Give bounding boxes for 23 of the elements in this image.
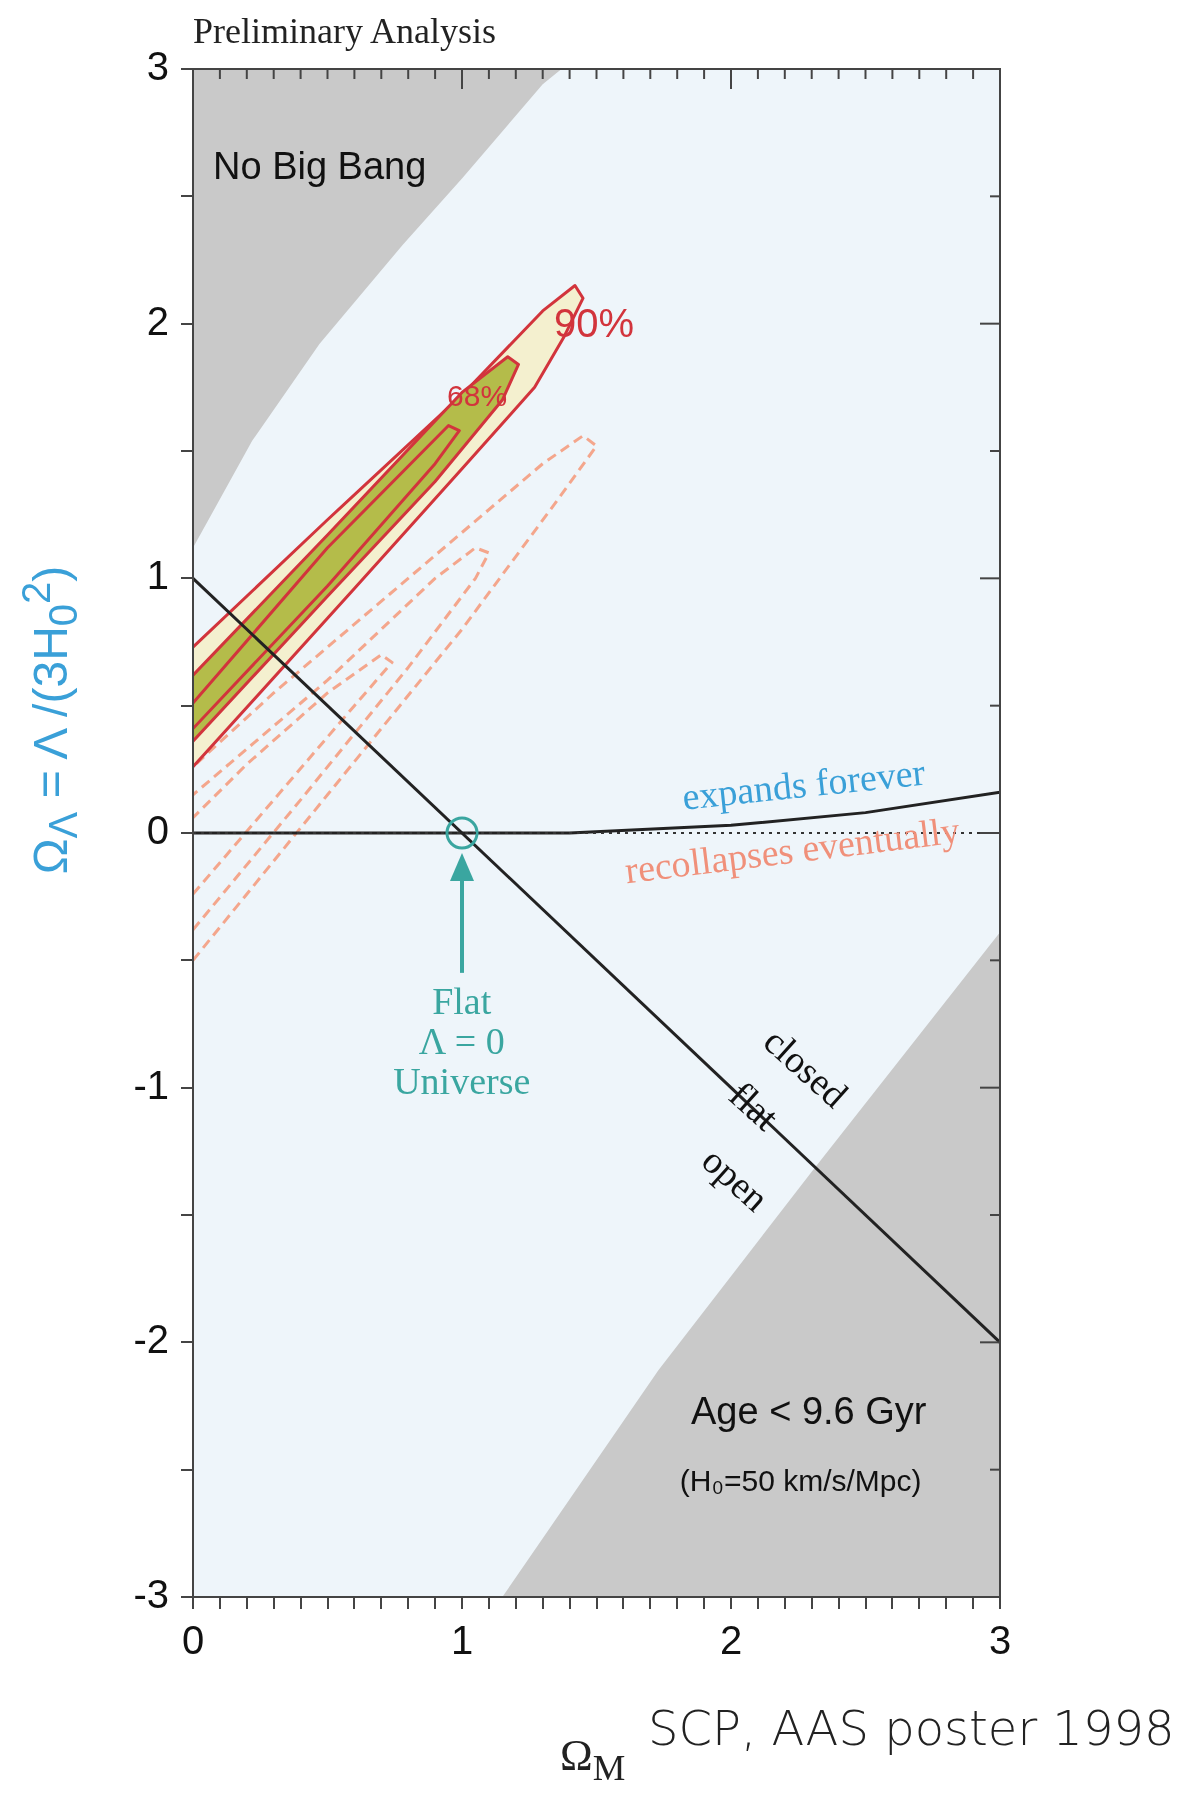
x-tick-label: 3 — [988, 1618, 1012, 1663]
chart-title: Preliminary Analysis — [193, 10, 496, 52]
annotation: Flat Λ = 0 Universe — [393, 979, 531, 1102]
annotation: expands forever — [680, 750, 928, 818]
y-tick-label: -1 — [133, 1062, 169, 1107]
text: SCP, AAS poster 1998 — [648, 1700, 1175, 1756]
x-axis-title: Ω$_{M}$ — [560, 1730, 626, 1789]
line-series — [193, 653, 394, 896]
y-tick-label: -2 — [133, 1317, 169, 1362]
y-tick-label: 2 — [146, 298, 169, 343]
y-tick-label: 3 — [146, 44, 169, 89]
annotation: open — [694, 1138, 778, 1220]
annotation: (H₀=50 km/s/Mpc) — [679, 1463, 922, 1497]
x-tick-label: 2 — [719, 1618, 743, 1663]
x-tick-label: 1 — [450, 1618, 474, 1663]
y-tick-label: -3 — [133, 1572, 169, 1617]
annotation: Age < 9.6 Gyr — [690, 1390, 927, 1433]
line-series — [193, 434, 598, 962]
line-series — [193, 546, 491, 932]
y-tick-label: 0 — [146, 808, 169, 853]
x-tick-label: 0 — [181, 1618, 205, 1663]
annotation: No Big Bang — [213, 144, 427, 187]
y-tick-label: 1 — [146, 553, 169, 598]
